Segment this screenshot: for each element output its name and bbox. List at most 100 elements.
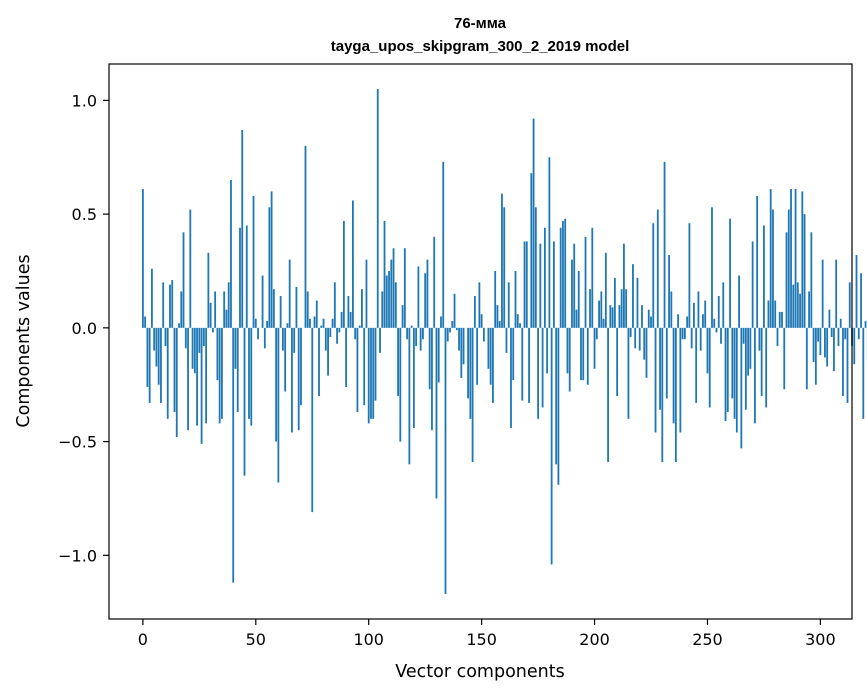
bar — [306, 291, 309, 328]
bar — [388, 270, 390, 328]
bar — [543, 227, 546, 328]
bar — [796, 282, 799, 328]
bar — [613, 277, 616, 328]
bar — [349, 311, 352, 328]
bar — [234, 327, 237, 369]
bar — [458, 327, 460, 351]
bar — [433, 236, 436, 328]
bar — [381, 291, 384, 328]
bar — [295, 286, 298, 328]
bar — [803, 214, 806, 328]
bar — [160, 327, 162, 403]
bar — [363, 327, 366, 406]
bar — [157, 327, 160, 385]
bar — [735, 327, 738, 433]
bar — [173, 327, 176, 413]
bar — [632, 264, 634, 328]
bar — [697, 291, 700, 328]
chart-title: 76-мма — [454, 15, 507, 32]
bar — [627, 327, 630, 419]
bar — [860, 273, 862, 328]
bar — [729, 218, 731, 328]
bar — [401, 305, 404, 328]
bar — [241, 129, 244, 328]
bar — [263, 327, 266, 349]
bar — [740, 327, 743, 449]
bar — [751, 241, 754, 328]
bar — [620, 289, 623, 328]
bar — [591, 227, 594, 328]
bar — [293, 327, 296, 353]
bar — [352, 200, 354, 328]
bar — [309, 318, 311, 328]
bar — [498, 321, 501, 328]
bar — [257, 327, 259, 340]
bar — [776, 327, 779, 347]
bar — [435, 327, 438, 499]
bar — [442, 161, 445, 328]
bar — [559, 227, 562, 328]
bar — [724, 327, 727, 422]
bar — [790, 189, 792, 328]
bar — [327, 327, 329, 376]
bar — [805, 327, 808, 390]
bar — [812, 327, 815, 362]
bar — [376, 89, 379, 328]
bar — [781, 311, 783, 328]
bar — [304, 145, 307, 328]
bar — [318, 327, 320, 397]
bar — [202, 327, 205, 347]
bar — [641, 305, 643, 328]
bar — [275, 327, 278, 442]
bar — [412, 327, 415, 428]
bar — [221, 327, 223, 419]
bar — [205, 327, 208, 424]
bar — [855, 255, 858, 328]
bar — [586, 327, 589, 385]
bar — [347, 296, 350, 328]
y-tick-label: −1.0 — [58, 546, 97, 565]
bar — [505, 327, 508, 353]
bar — [216, 327, 219, 381]
bar — [532, 118, 535, 328]
bar — [726, 327, 729, 413]
bar — [440, 316, 442, 328]
bar — [699, 327, 702, 351]
bar — [476, 327, 479, 385]
bar — [656, 209, 659, 328]
bar — [189, 209, 192, 328]
bar — [756, 195, 759, 328]
bar — [422, 327, 424, 340]
bar — [557, 327, 560, 485]
y-tick-label: 0.0 — [72, 319, 97, 338]
bar — [361, 289, 363, 328]
bar — [665, 327, 668, 399]
x-axis-label: Vector components — [395, 662, 564, 682]
bar — [437, 327, 440, 383]
bar — [169, 284, 171, 328]
bar — [248, 327, 250, 419]
bar — [853, 327, 856, 365]
bar — [291, 327, 293, 433]
bar — [178, 323, 180, 328]
bar — [835, 259, 838, 328]
bar — [390, 259, 393, 328]
bar — [695, 327, 698, 403]
bar — [510, 327, 512, 428]
bar — [336, 327, 338, 344]
chart-subtitle: tayga_upos_skipgram_300_2_2019 model — [331, 38, 630, 55]
bar — [367, 327, 370, 424]
bar — [340, 311, 343, 328]
bar — [164, 327, 167, 347]
bar — [320, 325, 323, 328]
bar — [548, 157, 551, 328]
bar — [365, 259, 368, 328]
bar — [555, 327, 558, 465]
bar — [419, 327, 422, 351]
bar — [589, 289, 591, 328]
bar — [496, 305, 499, 328]
bar — [225, 309, 228, 328]
bar — [537, 327, 539, 419]
bar — [266, 321, 268, 328]
x-tick-label: 200 — [579, 630, 610, 649]
